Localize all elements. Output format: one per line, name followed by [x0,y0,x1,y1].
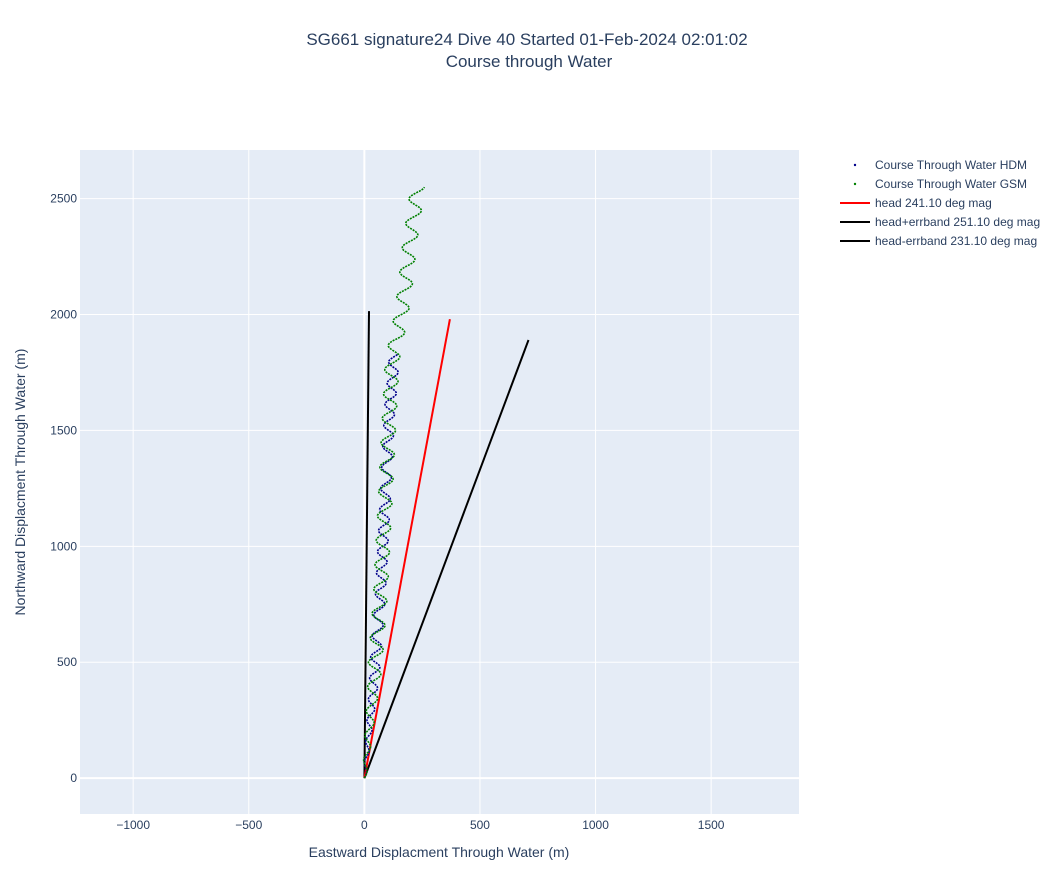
legend-item[interactable]: Course Through Water GSM [853,177,1027,191]
x-tick-label: −1000 [116,818,150,832]
y-tick-label: 0 [70,771,77,785]
x-tick-labels: −1000 −500 0 500 1000 1500 [116,818,724,832]
x-tick-label: 0 [361,818,368,832]
series-layer [362,186,530,779]
legend-marker [853,182,857,186]
x-tick-label: 1000 [582,818,609,832]
x-axis-title: Eastward Displacment Through Water (m) [309,844,570,860]
chart-title-line1: SG661 signature24 Dive 40 Started 01-Feb… [306,30,747,49]
legend-item[interactable]: head-errband 231.10 deg mag [840,234,1037,248]
grid [80,150,799,814]
legend-item[interactable]: head 241.10 deg mag [840,196,992,210]
series-line-2 [363,319,451,779]
legend-item[interactable]: head+errband 251.10 deg mag [840,215,1040,229]
legend-label: Course Through Water HDM [875,158,1027,172]
y-tick-label: 1000 [50,539,77,553]
legend-label: head+errband 251.10 deg mag [875,215,1040,229]
y-axis-title: Northward Displacment Through Water (m) [12,349,28,616]
y-tick-labels: 0 500 1000 1500 2000 2500 [50,192,77,785]
x-tick-label: −500 [235,818,262,832]
legend[interactable]: Course Through Water HDM Course Through W… [840,158,1040,248]
plot-area [80,150,799,814]
x-tick-label: 500 [470,818,490,832]
legend-label: head 241.10 deg mag [875,196,992,210]
series-line-3 [363,339,530,779]
y-tick-label: 2000 [50,308,77,322]
legend-label: Course Through Water GSM [875,177,1027,191]
chart-title-line2: Course through Water [446,52,613,71]
y-tick-label: 1500 [50,423,77,437]
y-tick-label: 500 [57,655,77,669]
legend-marker [853,163,857,167]
x-tick-label: 1500 [698,818,725,832]
legend-label: head-errband 231.10 deg mag [875,234,1037,248]
y-tick-label: 2500 [50,192,77,206]
series-line-4 [363,311,370,779]
series-line-0 [363,353,399,779]
legend-item[interactable]: Course Through Water HDM [853,158,1027,172]
